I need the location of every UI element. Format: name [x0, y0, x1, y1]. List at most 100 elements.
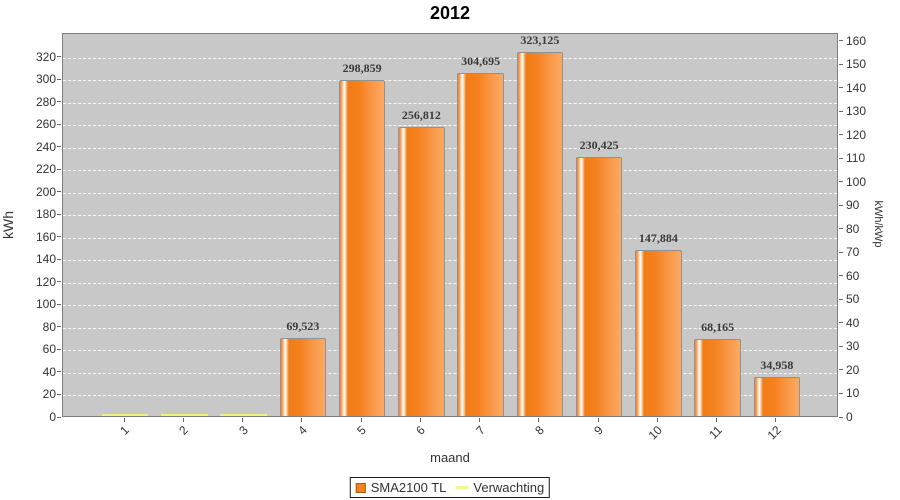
- left-axis-tick: [57, 258, 61, 260]
- x-axis-tick-label: 5: [354, 423, 370, 438]
- left-axis-tick-label: 80: [42, 319, 56, 334]
- bar-value-label: 304,695: [461, 54, 501, 69]
- x-axis-tick: [597, 418, 599, 422]
- left-axis-title: kWh: [0, 211, 16, 239]
- left-axis-tick: [57, 281, 61, 283]
- gridline: [63, 57, 837, 59]
- left-axis-tick: [57, 236, 61, 238]
- right-axis-tick-label: 30: [846, 339, 860, 354]
- right-axis-tick: [839, 251, 843, 253]
- right-axis-tick: [839, 87, 843, 89]
- right-axis-tick: [839, 134, 843, 136]
- x-axis-tick-label: 9: [591, 423, 607, 438]
- bar: [694, 339, 741, 416]
- gridline: [63, 350, 837, 352]
- left-axis-tick: [57, 213, 61, 215]
- bar: [575, 156, 623, 416]
- left-axis-tick: [57, 326, 61, 328]
- x-axis-tick: [716, 418, 718, 422]
- left-axis-tick-label: 120: [35, 274, 56, 289]
- left-axis-tick: [57, 416, 61, 418]
- right-axis-tick: [839, 275, 843, 277]
- gridline: [63, 395, 837, 397]
- gridline: [63, 282, 837, 284]
- left-axis-tick-label: 160: [35, 229, 56, 244]
- line-series-swatch-icon: [455, 486, 469, 489]
- gridline: [63, 305, 837, 307]
- bar-value-label: 230,425: [579, 137, 619, 152]
- left-axis-tick-label: 100: [35, 297, 56, 312]
- x-axis-tick: [301, 418, 303, 422]
- right-axis-tick: [839, 369, 843, 371]
- right-axis-tick-label: 160: [846, 33, 867, 48]
- bar: [635, 249, 682, 416]
- bar-value-label: 298,859: [342, 60, 382, 75]
- legend-item-label: SMA2100 TL: [370, 480, 447, 495]
- left-axis-tick: [57, 371, 61, 373]
- chart-title: 2012: [429, 3, 471, 23]
- x-axis-tick: [656, 418, 658, 422]
- right-axis-tick-label: 70: [846, 245, 860, 260]
- left-axis-tick-label: 220: [35, 162, 56, 177]
- left-axis-tick: [57, 303, 61, 305]
- right-axis-tick-label: 90: [846, 198, 860, 213]
- right-axis-tick: [839, 204, 843, 206]
- left-axis-tick: [57, 56, 61, 58]
- bar-value-label: 34,958: [760, 357, 794, 372]
- x-axis-tick-label: 12: [764, 423, 784, 443]
- right-axis-tick-label: 60: [846, 268, 860, 283]
- gridline: [63, 147, 837, 149]
- x-axis-tick: [419, 418, 421, 422]
- right-axis-tick-label: 100: [846, 174, 867, 189]
- bar: [279, 337, 327, 416]
- right-axis-tick-label: 150: [846, 57, 867, 72]
- x-axis-tick-label: 11: [705, 423, 725, 442]
- x-axis-tick-label: 1: [117, 423, 132, 438]
- x-axis-tick: [538, 418, 540, 422]
- x-axis-tick-label: 8: [532, 423, 547, 438]
- right-axis-tick-label: 80: [846, 221, 860, 236]
- left-axis-tick-label: 320: [35, 49, 56, 64]
- left-axis-tick: [57, 123, 61, 125]
- left-axis-tick-label: 0: [49, 410, 56, 424]
- right-axis-tick: [839, 228, 843, 230]
- x-axis-tick: [775, 418, 777, 422]
- left-axis-tick: [57, 101, 61, 103]
- left-axis-tick: [57, 191, 61, 193]
- right-axis-tick: [839, 63, 843, 65]
- legend-item: Verwachting: [455, 480, 544, 495]
- expectation-line-segment: [101, 414, 149, 416]
- left-axis-tick-label: 140: [35, 252, 56, 267]
- gridline: [63, 80, 837, 82]
- x-axis-tick-label: 3: [235, 423, 251, 438]
- right-axis-tick: [839, 392, 843, 394]
- legend-item-label: Verwachting: [473, 480, 545, 495]
- left-axis-tick-label: 280: [35, 94, 56, 109]
- x-axis-tick: [360, 418, 362, 422]
- gridline: [63, 237, 837, 239]
- left-axis-tick: [57, 348, 61, 350]
- x-axis-tick: [479, 418, 481, 422]
- bar: [516, 52, 564, 416]
- left-axis-tick-label: 60: [42, 342, 56, 357]
- x-axis-title: maand: [430, 450, 470, 465]
- right-axis-tick: [839, 110, 843, 112]
- bar: [338, 79, 386, 416]
- x-axis-tick: [182, 418, 184, 422]
- left-axis-tick-label: 180: [35, 207, 56, 222]
- gridline: [63, 327, 837, 329]
- bar-value-label: 147,884: [638, 230, 678, 245]
- gridline: [63, 260, 837, 262]
- bar-value-label: 323,125: [520, 33, 560, 48]
- left-axis-tick-label: 40: [42, 364, 56, 379]
- left-axis-tick-label: 260: [35, 117, 56, 132]
- right-axis-tick: [839, 416, 843, 418]
- left-axis-tick: [57, 146, 61, 148]
- right-axis-tick-label: 110: [846, 151, 866, 166]
- bar-value-label: 256,812: [401, 108, 441, 123]
- legend: SMA2100 TL Verwachting: [349, 477, 551, 498]
- left-axis-tick-label: 240: [35, 139, 56, 154]
- gridline: [63, 125, 837, 127]
- bar-value-label: 69,523: [286, 318, 320, 333]
